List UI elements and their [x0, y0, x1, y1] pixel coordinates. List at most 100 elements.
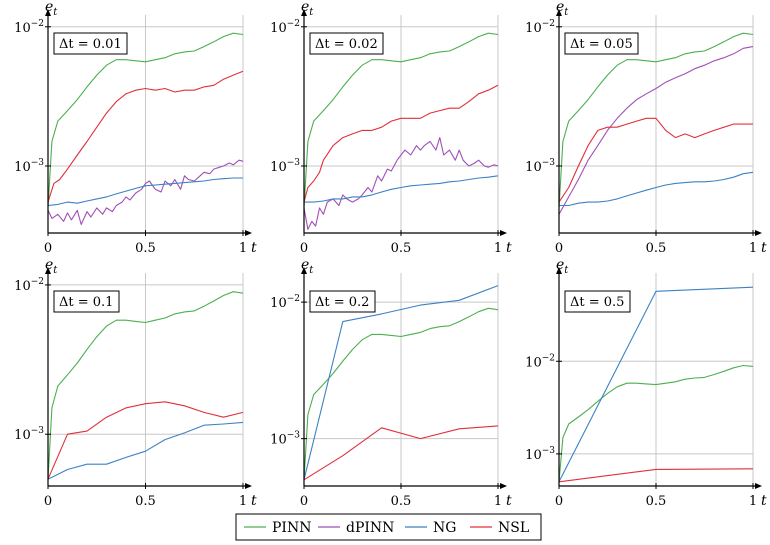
y-axis-label: et: [301, 0, 314, 18]
y-tick-label: 10−3: [525, 446, 555, 463]
y-tick-label: 10−3: [14, 158, 44, 175]
y-tick-label: 10−2: [14, 277, 44, 294]
x-tick-label: 1: [494, 241, 502, 256]
x-axis-label: t: [251, 240, 257, 256]
y-tick-label: 10−2: [14, 19, 44, 36]
x-tick-label: 0.5: [135, 494, 156, 509]
annotation-text: Δt = 0.1: [59, 295, 113, 310]
y-tick-label: 10−3: [14, 426, 44, 443]
annotation-text: Δt = 0.2: [315, 295, 369, 310]
x-axis-arrow: [500, 483, 507, 489]
series-nsl-line: [558, 117, 753, 203]
y-axis-arrow: [301, 9, 307, 16]
delta-t-annotation: Δt = 0.5: [564, 290, 631, 313]
y-tick-label: 10−3: [270, 158, 300, 175]
series-nsl-line: [303, 84, 499, 203]
x-axis-arrow: [755, 483, 762, 489]
y-axis-arrow: [301, 267, 307, 274]
x-axis-label: t: [506, 493, 512, 509]
series-pinn-line: [47, 32, 244, 208]
series-ng-line: [559, 171, 754, 207]
x-tick-label: 1: [749, 494, 757, 509]
y-axis-arrow: [45, 9, 51, 16]
y-axis-arrow: [45, 267, 51, 274]
legend-label-pinn: PINN: [272, 520, 311, 536]
y-axis-label: et: [556, 257, 569, 276]
x-tick-label: 0.5: [646, 241, 667, 256]
x-tick-label: 0: [300, 494, 308, 509]
series-dpinn-line: [558, 46, 754, 215]
delta-t-annotation: Δt = 0.1: [53, 290, 120, 313]
y-tick-label: 10−2: [270, 19, 300, 36]
y-axis-arrow: [556, 9, 562, 16]
legend-label-ng: NG: [433, 520, 456, 536]
x-axis-label: t: [761, 493, 767, 509]
series-ng-line: [47, 177, 243, 207]
x-tick-label: 1: [239, 494, 247, 509]
chart-panel-1: 0 0.5 1 10−3 10−2 t et Δt = 0.01: [14, 0, 257, 256]
series-dpinn-line: [47, 159, 244, 226]
x-axis-label: t: [506, 240, 512, 256]
x-axis-label: t: [251, 493, 257, 509]
x-axis-arrow: [245, 230, 252, 236]
series-ng-line: [304, 175, 499, 203]
x-tick-label: 0: [555, 241, 563, 256]
delta-t-annotation: Δt = 0.2: [309, 290, 376, 313]
y-tick-label: 10−2: [270, 294, 300, 311]
series-ng-line: [558, 286, 754, 483]
x-tick-label: 0: [555, 494, 563, 509]
x-tick-label: 0.5: [135, 241, 156, 256]
x-tick-label: 0.5: [391, 494, 412, 509]
x-tick-label: 0: [44, 241, 52, 256]
series-nsl-line: [47, 70, 244, 203]
annotation-box: [53, 32, 128, 55]
x-tick-label: 0: [300, 241, 308, 256]
x-tick-label: 0: [44, 494, 52, 509]
x-axis-label: t: [761, 240, 767, 256]
y-axis-label: et: [45, 257, 58, 276]
x-axis-arrow: [245, 483, 252, 489]
annotation-box: [564, 32, 639, 55]
x-axis-arrow: [500, 230, 507, 236]
series-nsl-line: [303, 425, 499, 481]
series-nsl-line: [47, 401, 244, 480]
y-tick-label: 10−3: [525, 158, 555, 175]
y-tick-label: 10−2: [525, 19, 555, 36]
delta-t-annotation: Δt = 0.01: [53, 32, 128, 55]
series-ng-line: [47, 421, 244, 480]
annotation-text: Δt = 0.02: [315, 37, 378, 52]
annotation-text: Δt = 0.5: [570, 295, 624, 310]
y-tick-label: 10−3: [270, 431, 300, 448]
annotation-box: [309, 32, 384, 55]
annotation-text: Δt = 0.05: [570, 37, 633, 52]
legend-label-nsl: NSL: [498, 520, 529, 536]
series-pinn-line: [47, 291, 244, 480]
x-tick-label: 1: [749, 241, 757, 256]
chart-panel-4: 0 0.5 1 10−3 10−2 t et Δt = 0.1: [14, 257, 257, 509]
y-axis-label: et: [556, 0, 569, 18]
series-pinn-line: [303, 32, 499, 208]
series-pinn-line: [558, 364, 754, 482]
annotation-box: [309, 290, 376, 313]
annotation-box: [53, 290, 120, 313]
series-nsl-line: [558, 468, 754, 483]
y-axis-arrow: [556, 267, 562, 274]
annotation-text: Δt = 0.01: [59, 37, 122, 52]
chart-panel-2: 0 0.5 1 10−3 10−2 t et Δt = 0.02: [270, 0, 512, 256]
y-tick-label: 10−2: [525, 353, 555, 370]
x-tick-label: 1: [239, 241, 247, 256]
series-pinn-line: [558, 32, 754, 208]
y-axis-label: et: [301, 257, 314, 276]
chart-panel-6: 0 0.5 1 10−3 10−2 t et Δt = 0.5: [525, 257, 767, 509]
legend-label-dpinn: dPINN: [346, 520, 394, 536]
legend: PINN dPINN NG NSL: [235, 513, 542, 541]
chart-panel-5: 0 0.5 1 10−3 10−2 t et Δt = 0.2: [270, 257, 512, 509]
x-tick-label: 0.5: [391, 241, 412, 256]
y-axis-label: et: [45, 0, 58, 18]
annotation-box: [564, 290, 631, 313]
delta-t-annotation: Δt = 0.05: [564, 32, 639, 55]
x-axis-arrow: [755, 230, 762, 236]
x-tick-label: 1: [494, 494, 502, 509]
chart-panel-3: 0 0.5 1 10−3 10−2 t et Δt = 0.05: [525, 0, 767, 256]
